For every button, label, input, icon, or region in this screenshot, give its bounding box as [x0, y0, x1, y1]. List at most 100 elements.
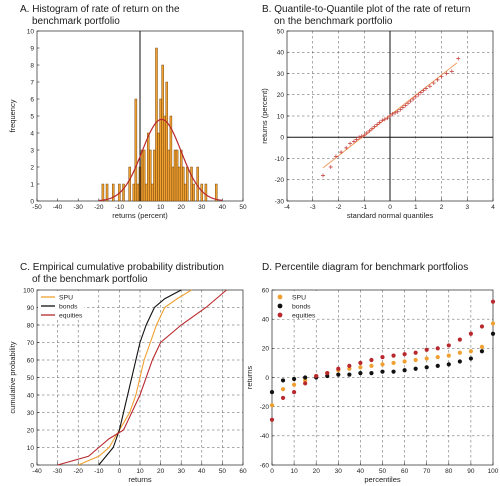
- percentile-point-SPU: [369, 363, 374, 368]
- qq-point: [372, 124, 377, 129]
- percentile-point-SPU: [435, 354, 440, 360]
- qq-point: [364, 131, 369, 135]
- histogram-bar: [157, 132, 160, 202]
- panel-c-y-tick-label: 80: [27, 322, 35, 329]
- panel-c-x-tick-label: 50: [219, 468, 227, 475]
- panel-c-x-tick-label: 20: [157, 468, 165, 475]
- histogram-bar: [169, 115, 173, 202]
- normal-fit-curve: [98, 118, 223, 202]
- qq-point: [424, 86, 429, 91]
- qq-point: [367, 128, 372, 133]
- panel-c-x-tick-label: 10: [136, 468, 144, 475]
- histogram-bar: [159, 98, 162, 202]
- panel-c-cumulative: C. Empirical cumulative probability dist…: [8, 262, 247, 484]
- histogram-bar: [155, 47, 158, 202]
- percentile-point-equities: [292, 389, 297, 395]
- percentile-point-equities: [490, 299, 496, 304]
- panel-d-x-tick-label: 90: [467, 468, 475, 475]
- panel-d-y-tick-label: -40: [260, 433, 270, 440]
- panel-d-y-tick-label: -20: [260, 404, 270, 411]
- percentile-point-bonds: [336, 372, 341, 377]
- panel-a-histogram: A. Histogram of rate of return on the be…: [8, 4, 247, 220]
- histogram-bar: [167, 149, 171, 202]
- qq-point: [403, 103, 408, 108]
- qq-point: [427, 84, 432, 89]
- histogram-bar: [144, 183, 148, 202]
- histogram-bar: [134, 98, 138, 202]
- percentile-point-equities: [435, 346, 440, 351]
- percentile-point-bonds: [468, 356, 473, 361]
- panel-b-y-tick-label: 40: [277, 50, 285, 57]
- panel-d-x-tick-label: 60: [401, 468, 409, 475]
- qq-point: [406, 101, 411, 106]
- panel-c-y-tick-label: 90: [27, 305, 35, 312]
- percentile-point-bonds: [269, 389, 275, 395]
- percentile-point-bonds: [457, 359, 462, 364]
- qq-point: [390, 111, 395, 116]
- panel-c-y-tick-label: 100: [23, 287, 34, 294]
- panel-b-x-tick-label: 1: [414, 204, 418, 211]
- panel-d-x-tick-label: 70: [423, 468, 431, 475]
- panel-d-x-tick-label: 0: [270, 468, 274, 475]
- percentile-point-equities: [336, 366, 341, 371]
- panel-a-x-tick-label: -30: [73, 204, 83, 211]
- percentile-point-bonds: [280, 378, 286, 383]
- panel-c-x-tick-label: 30: [178, 468, 186, 475]
- panel-c-x-tick-label: -20: [73, 468, 83, 475]
- panel-a-y-tick-label: 9: [30, 45, 34, 52]
- percentile-point-bonds: [391, 369, 396, 374]
- percentile-point-equities: [479, 324, 485, 329]
- panel-d-legend-swatch-SPU: [277, 294, 283, 300]
- panel-b-x-tick-label: 4: [491, 204, 495, 211]
- panel-b-y-tick-label: -30: [275, 198, 285, 205]
- panel-d-x-axis-label: percentiles: [364, 475, 401, 484]
- qq-point: [431, 81, 436, 86]
- histogram-bar: [165, 81, 169, 202]
- percentile-point-bonds: [347, 372, 352, 377]
- percentile-point-SPU: [446, 353, 451, 358]
- histogram-bar: [186, 166, 189, 202]
- percentile-point-equities: [413, 350, 418, 355]
- percentile-point-SPU: [490, 321, 496, 326]
- panel-d-percentile: D. Percentile diagram for benchmark port…: [245, 262, 499, 484]
- panel-a-x-tick-label: 30: [198, 204, 206, 211]
- panel-b-y-tick-label: -10: [275, 156, 285, 163]
- percentile-point-SPU: [358, 365, 363, 370]
- percentile-point-SPU: [468, 349, 473, 354]
- panel-d-y-tick-label: -60: [260, 462, 270, 469]
- panel-d-x-tick-label: 20: [313, 468, 321, 475]
- percentile-point-SPU: [347, 366, 352, 371]
- qq-point: [362, 133, 367, 138]
- histogram-bar: [128, 166, 131, 202]
- qq-point: [348, 141, 353, 146]
- percentile-point-equities: [314, 373, 319, 379]
- percentile-point-equities: [424, 347, 429, 352]
- percentile-point-bonds: [479, 349, 485, 354]
- qq-point: [382, 117, 387, 122]
- panel-d-y-tick-label: 60: [262, 287, 270, 294]
- percentile-point-equities: [380, 354, 385, 360]
- panel-a-y-tick-label: 3: [30, 147, 34, 154]
- percentile-point-bonds: [303, 375, 308, 380]
- panel-a-y-tick-label: 10: [27, 28, 35, 35]
- percentile-point-equities: [358, 360, 363, 366]
- histogram-bar: [184, 183, 187, 202]
- histogram-bar: [122, 183, 125, 202]
- panel-a-x-tick-label: 40: [219, 204, 227, 211]
- percentile-point-equities: [347, 363, 352, 368]
- qq-point: [449, 69, 454, 74]
- panel-d-legend-swatch-equities: [277, 312, 283, 318]
- histogram-bar: [214, 183, 218, 202]
- histogram-bar: [171, 166, 175, 202]
- panel-b-x-tick-label: 0: [388, 204, 392, 211]
- panel-d-y-axis-label: returns: [245, 366, 254, 390]
- percentile-point-equities: [457, 337, 462, 342]
- panel-b-x-axis-label: standard normal quantiles: [347, 211, 434, 220]
- percentile-point-SPU: [479, 344, 485, 349]
- qq-point: [408, 99, 413, 104]
- qq-point: [398, 107, 403, 112]
- qq-point: [393, 110, 398, 115]
- panel-a-x-axis-label: returns (percent): [112, 211, 168, 220]
- panel-b-x-tick-label: -2: [336, 204, 342, 211]
- histogram-bar: [136, 183, 140, 202]
